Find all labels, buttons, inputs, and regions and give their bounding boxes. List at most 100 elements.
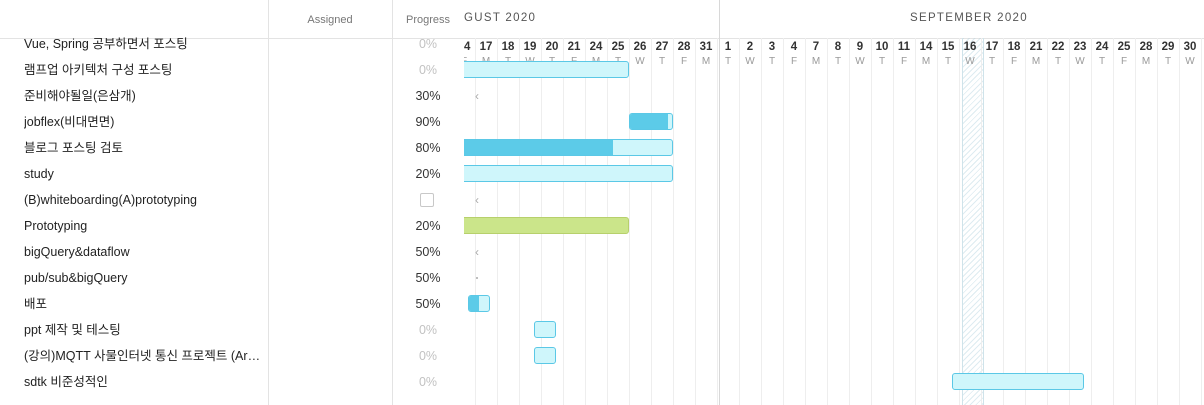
day-letter: W [1075, 56, 1085, 67]
day-gridline [1025, 38, 1026, 405]
gantt-timeline[interactable]: GUST 2020 SEPTEMBER 2020 14F17M18T19W20T… [464, 0, 1204, 405]
day-gridline [629, 38, 630, 405]
today-highlight [962, 38, 984, 405]
task-bar[interactable] [952, 373, 1085, 390]
day-letter: T [834, 56, 842, 67]
column-divider [268, 0, 269, 405]
day-letter: T [988, 56, 996, 67]
day-gridline [739, 38, 740, 405]
task-bar[interactable] [464, 165, 673, 182]
day-letter: F [790, 56, 798, 67]
task-name[interactable]: (B)whiteboarding(A)prototyping [24, 193, 198, 207]
task-bar-progress-fill [464, 140, 613, 155]
day-letter: F [1120, 56, 1128, 67]
task-checkbox[interactable] [420, 193, 434, 207]
task-progress[interactable]: 50% [415, 271, 441, 285]
task-progress[interactable]: 0% [418, 349, 438, 363]
day-letter: M [811, 56, 821, 67]
day-letter: W [965, 56, 975, 67]
day-letter: T [1164, 56, 1172, 67]
day-number: 28 [1139, 41, 1153, 53]
task-name[interactable]: (강의)MQTT 사물인터넷 통신 프로젝트 (Arduino) [24, 349, 264, 363]
task-name[interactable]: 블로그 포스팅 검토 [24, 141, 123, 155]
collapse-chevron-icon[interactable]: ‹ [475, 245, 479, 259]
month-label-august: GUST 2020 [464, 12, 537, 24]
task-bar[interactable] [468, 295, 491, 312]
task-progress[interactable]: 90% [415, 115, 441, 129]
day-letter: T [1054, 56, 1062, 67]
task-progress[interactable]: 0% [418, 37, 438, 51]
collapse-chevron-icon[interactable]: ‹ [475, 89, 479, 103]
task-bar[interactable] [534, 347, 557, 364]
task-progress[interactable]: 0% [418, 63, 438, 77]
day-gridline [1157, 38, 1158, 405]
day-gridline [695, 38, 696, 405]
task-name[interactable]: study [24, 167, 54, 181]
day-number: 25 [1117, 41, 1131, 53]
day-gridline [849, 38, 850, 405]
day-letter: T [724, 56, 732, 67]
day-number: 14 [464, 41, 471, 53]
day-letter: T [658, 56, 666, 67]
day-gridline [827, 38, 828, 405]
day-gridline [981, 38, 982, 405]
task-name[interactable]: 배포 [24, 297, 48, 311]
day-number: 18 [501, 41, 515, 53]
day-gridline [1201, 38, 1202, 405]
task-name[interactable]: Prototyping [24, 219, 88, 233]
task-bar-progress-fill [630, 114, 668, 129]
day-number: 19 [523, 41, 537, 53]
day-gridline [1179, 38, 1180, 405]
collapse-chevron-icon[interactable]: ‹ [475, 193, 479, 207]
task-bar[interactable] [464, 61, 629, 78]
day-letter: M [1141, 56, 1151, 67]
task-name[interactable]: ppt 제작 및 테스팅 [24, 323, 121, 337]
day-gridline [937, 38, 938, 405]
task-progress[interactable]: 30% [415, 89, 441, 103]
task-progress[interactable]: 20% [415, 219, 441, 233]
task-progress[interactable]: 50% [415, 297, 441, 311]
assigned-column-header[interactable]: Assigned [307, 14, 353, 26]
day-gridline [717, 38, 718, 405]
day-letter: M [1031, 56, 1041, 67]
task-bar[interactable] [534, 321, 557, 338]
day-gridline [871, 38, 872, 405]
progress-column-header[interactable]: Progress [405, 14, 451, 26]
day-number: 24 [589, 41, 603, 53]
day-number: 22 [1051, 41, 1065, 53]
day-number: 26 [633, 41, 647, 53]
task-progress[interactable]: 80% [415, 141, 441, 155]
task-name[interactable]: sdtk 비준성적인 [24, 375, 108, 389]
day-number: 21 [1029, 41, 1043, 53]
task-name[interactable]: bigQuery&dataflow [24, 245, 130, 259]
day-letter: W [855, 56, 865, 67]
task-bar[interactable] [464, 217, 629, 234]
task-progress[interactable]: 50% [415, 245, 441, 259]
day-number: 14 [919, 41, 933, 53]
day-number: 23 [1073, 41, 1087, 53]
day-letter: F [900, 56, 908, 67]
task-name[interactable]: Vue, Spring 공부하면서 포스팅 [24, 37, 188, 51]
task-progress[interactable]: 0% [418, 375, 438, 389]
day-number: 25 [611, 41, 625, 53]
day-number: 28 [677, 41, 691, 53]
day-number: 4 [790, 41, 798, 53]
task-bar[interactable] [629, 113, 673, 130]
day-number: 10 [875, 41, 889, 53]
task-name[interactable]: jobflex(비대면면) [24, 115, 115, 129]
day-letter: M [701, 56, 711, 67]
day-gridline [1047, 38, 1048, 405]
task-name[interactable]: pub/sub&bigQuery [24, 271, 128, 285]
day-gridline [673, 38, 674, 405]
day-gridline [651, 38, 652, 405]
task-bar[interactable] [464, 139, 673, 156]
task-name[interactable]: 램프업 아키텍처 구성 포스팅 [24, 63, 173, 77]
task-bar-progress-fill [469, 296, 480, 311]
day-number: 8 [834, 41, 842, 53]
task-progress[interactable]: 20% [415, 167, 441, 181]
task-name[interactable]: 준비해야될일(은삼개) [24, 89, 136, 103]
task-progress[interactable]: 0% [418, 323, 438, 337]
day-number: 29 [1161, 41, 1175, 53]
day-number: 7 [812, 41, 820, 53]
day-letter: T [768, 56, 776, 67]
